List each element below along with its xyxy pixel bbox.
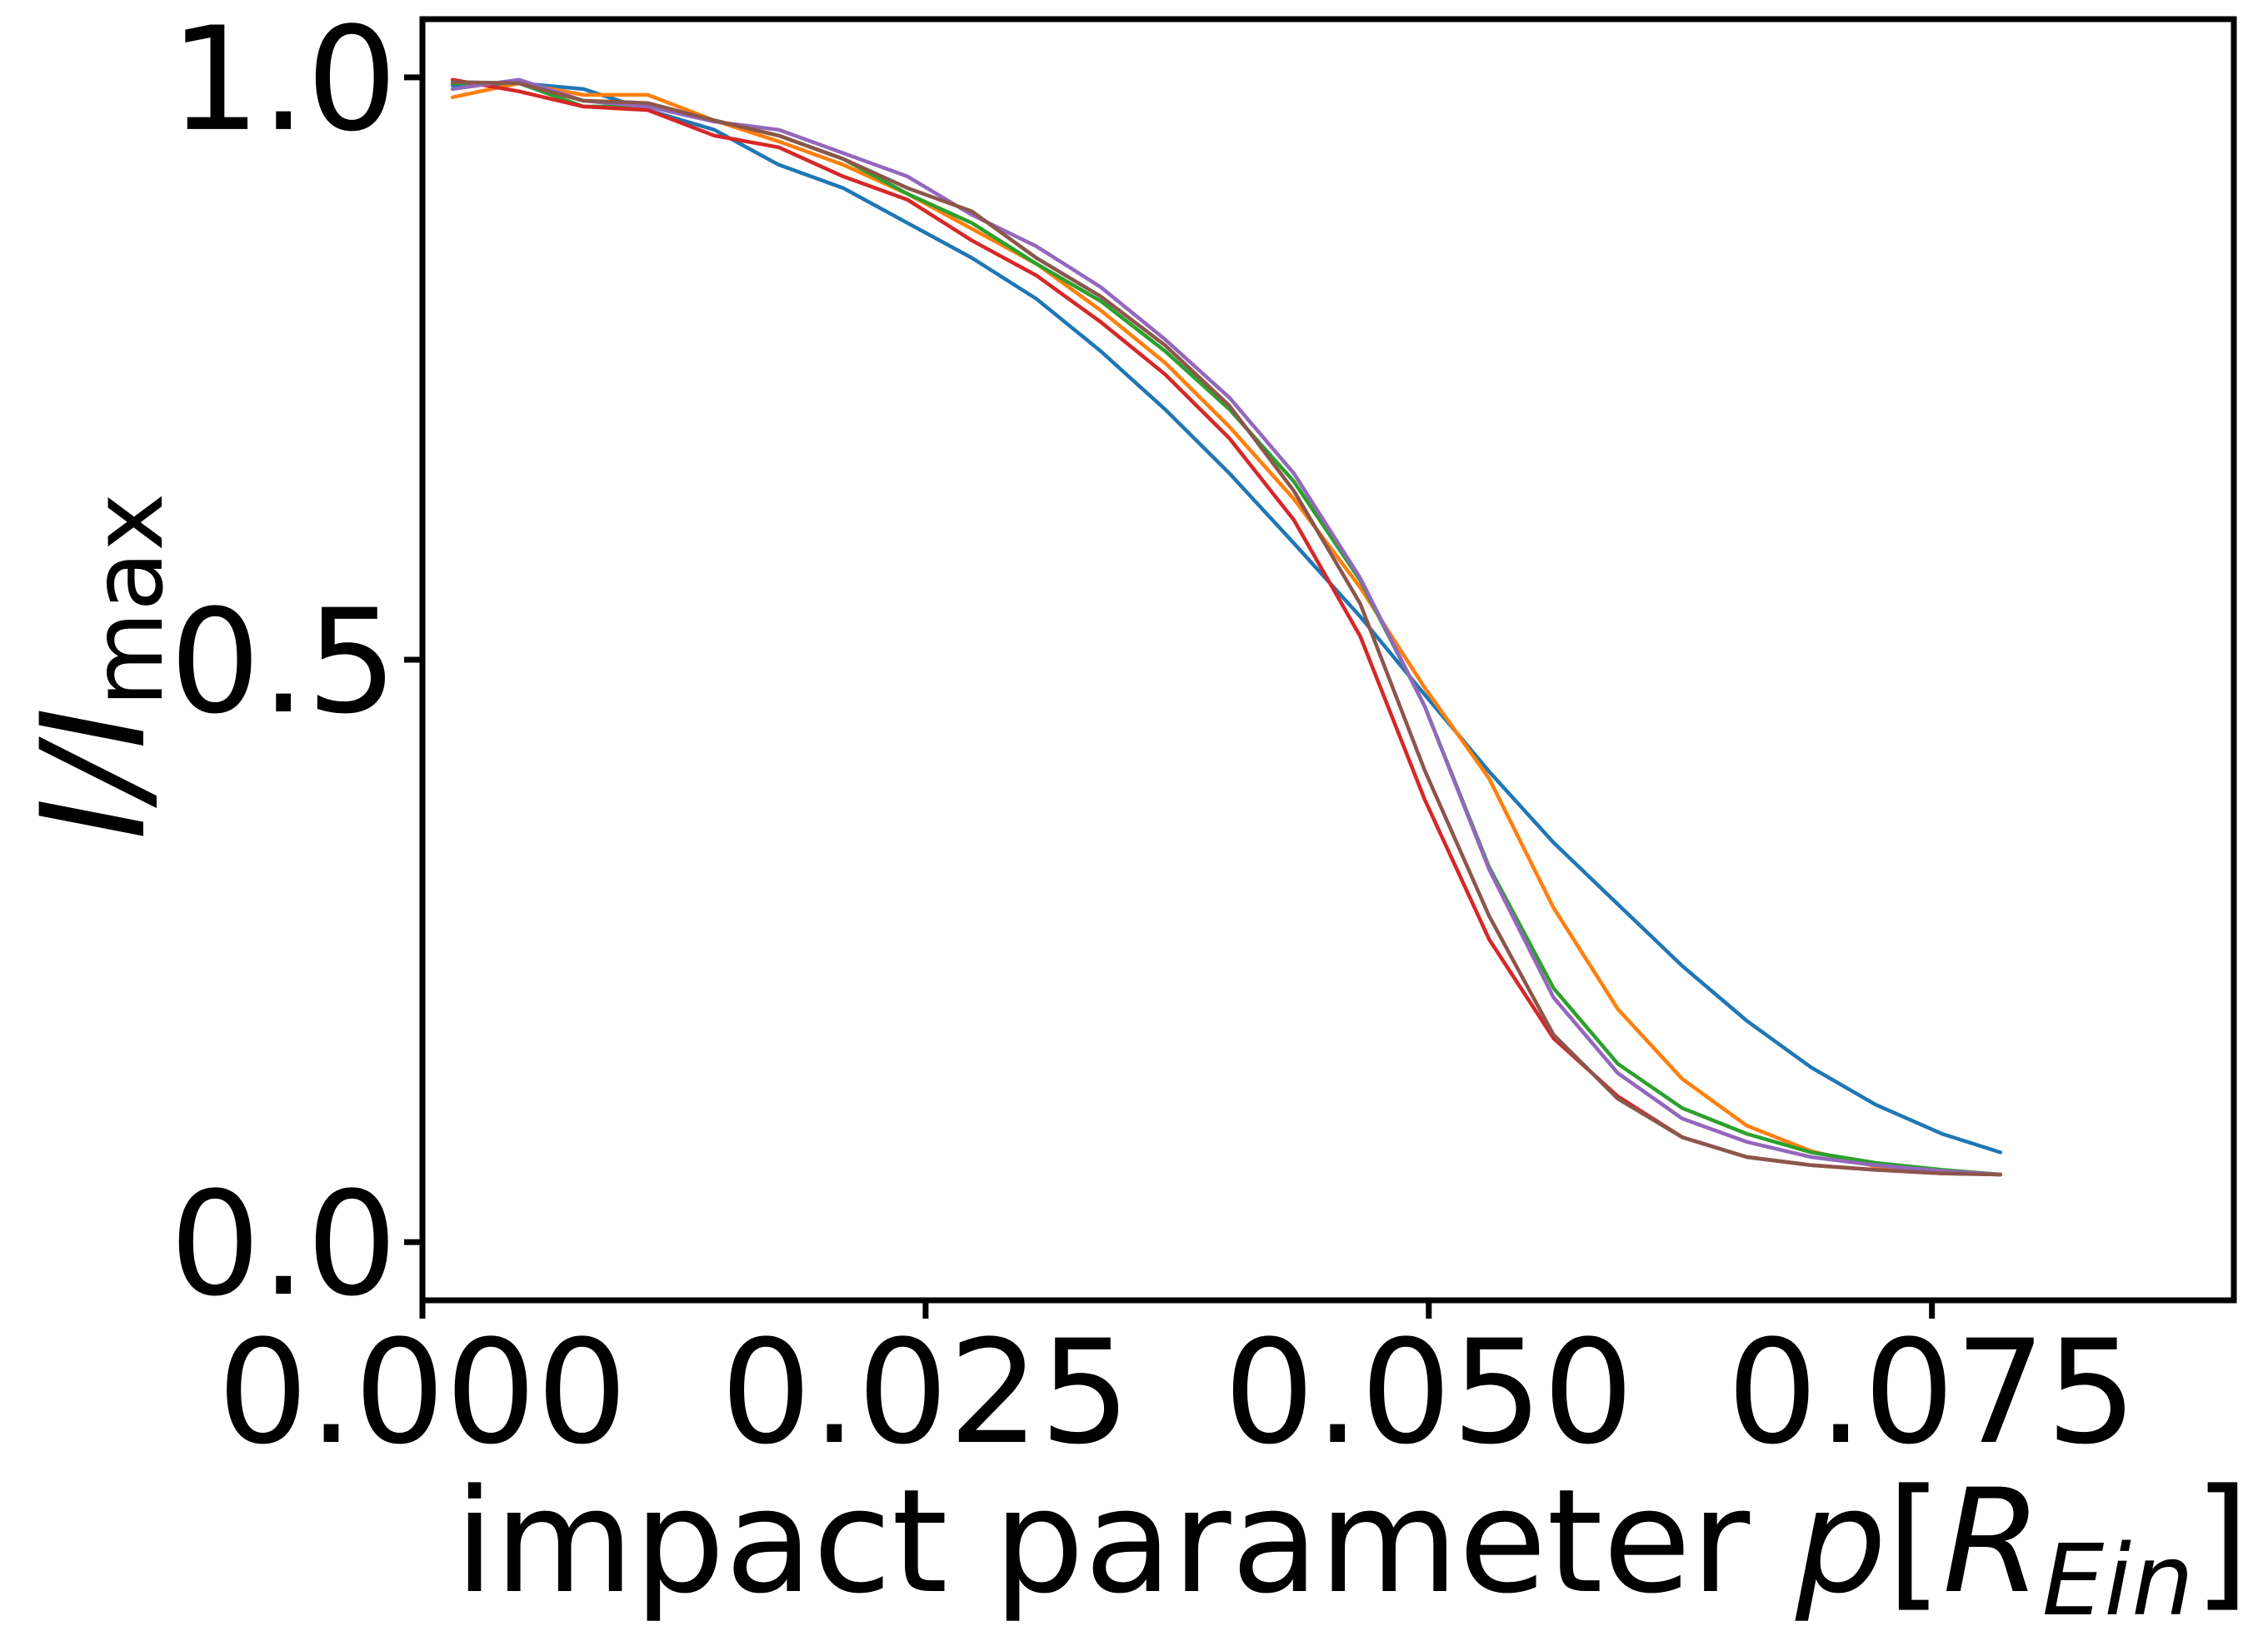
series-line-4: [450, 77, 2003, 1177]
axes-layer: 0.000 0.025 0.050 0.075 0.0 0.5 1.0: [169, 0, 2136, 1476]
series-line-6: [450, 80, 2003, 1177]
series-line-3: [450, 81, 2003, 1177]
x-axis-label-bracket-open: [: [1886, 1458, 1942, 1625]
y-tick-label: 0.5: [169, 578, 397, 746]
x-tick-label: 0.025: [721, 1309, 1131, 1476]
plot-frame: [419, 16, 2237, 1304]
series-line-5: [450, 77, 2003, 1177]
x-tick-label: 0.000: [217, 1309, 627, 1476]
y-tick-label: 0.0: [169, 1160, 397, 1328]
x-tick-label: 0.075: [1726, 1309, 2136, 1476]
x-axis-label-bracket-close: ]: [2194, 1458, 2250, 1625]
x-axis-label-text: impact parameter: [455, 1458, 1796, 1625]
y-axis-label-subscript: max: [70, 493, 185, 707]
y-axis-label: I/Imax: [10, 493, 185, 840]
series-line-1: [450, 81, 2003, 1155]
series-layer: [450, 77, 2003, 1177]
x-axis-label-unit: R: [1942, 1458, 2042, 1625]
x-axis-label: impact parameter p[REin]: [455, 1458, 2250, 1636]
x-axis-label-variable: p: [1795, 1458, 1886, 1625]
y-tick-label: 1.0: [169, 0, 397, 163]
x-tick-label: 0.050: [1224, 1309, 1634, 1476]
series-line-2: [450, 81, 2003, 1177]
x-axis-label-unit-subscript: Ein: [2042, 1523, 2194, 1636]
y-axis-label-main: I/I: [10, 707, 177, 840]
